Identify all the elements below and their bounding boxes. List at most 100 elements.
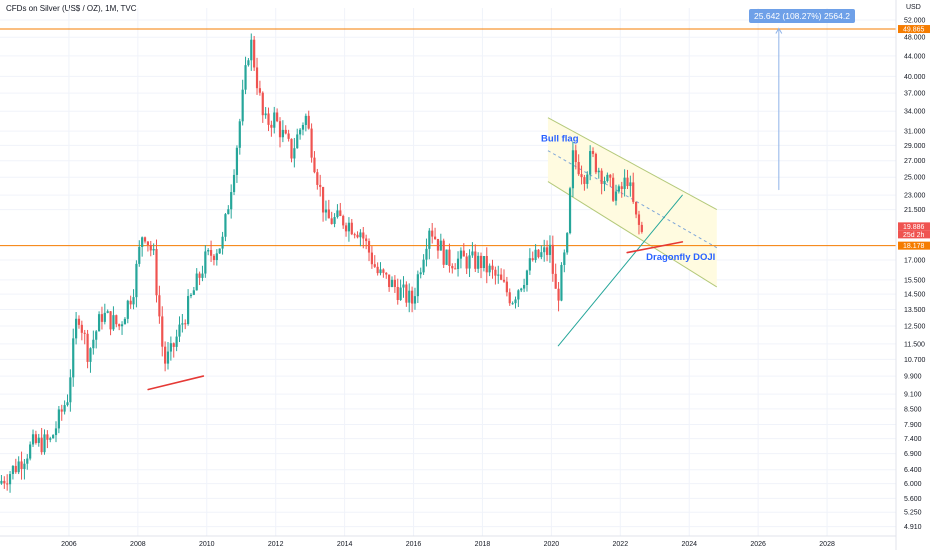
candle-body (166, 351, 170, 364)
candle-body (207, 250, 210, 252)
candle-body (594, 153, 597, 173)
x-tick-label: 2018 (475, 541, 491, 548)
candle-body (46, 434, 49, 440)
candle-body (319, 184, 322, 187)
candle-body (86, 333, 89, 362)
candle-body (138, 246, 141, 264)
candle-body (488, 265, 491, 273)
candle-body (531, 258, 534, 261)
red-trendline-2022 (626, 241, 684, 254)
candle-body (393, 279, 396, 287)
candle-body (281, 129, 284, 138)
candle-body (175, 336, 178, 347)
y-tick-label: 6.000 (904, 481, 922, 488)
y-tick-label: 8.500 (904, 406, 922, 413)
candle-body (456, 258, 460, 269)
y-tick-label: 5.600 (904, 496, 922, 503)
candle-body (324, 209, 328, 213)
candle-body (580, 174, 583, 178)
candle-body (459, 250, 463, 259)
candle-body (373, 264, 376, 267)
candle-body (548, 244, 552, 255)
candle-body (623, 177, 626, 189)
candle-body (313, 157, 316, 173)
y-tick-label: 6.900 (904, 451, 922, 458)
y-tick-label: 23.000 (904, 193, 926, 200)
candle-body (419, 272, 422, 275)
candle-body (390, 279, 394, 287)
candle-body (270, 124, 273, 128)
candle-body (215, 253, 218, 261)
candle-body (120, 324, 124, 327)
price-badge (898, 241, 930, 250)
candle-body (500, 274, 503, 280)
candle-body (614, 191, 618, 201)
price-badge (898, 230, 930, 239)
measure-arrow-head (775, 27, 783, 34)
candle-body (347, 222, 351, 232)
candle-body (77, 318, 81, 325)
candle-body (505, 281, 508, 293)
x-tick-label: 2010 (199, 541, 215, 548)
y-tick-label: 9.100 (904, 392, 922, 399)
candle-body (230, 192, 233, 210)
candle-body (365, 238, 368, 242)
candle-body (537, 249, 540, 258)
candle-body (591, 151, 595, 154)
channel-upper-line (547, 117, 718, 211)
candle-body (83, 332, 86, 334)
candle-body (204, 251, 207, 274)
candle-body (126, 300, 129, 319)
candle-body (181, 323, 184, 325)
candle-body (405, 284, 408, 303)
candle-body (26, 458, 29, 464)
candle-body (17, 461, 20, 473)
y-tick-label: 9.900 (904, 374, 922, 381)
candle-body (471, 251, 474, 256)
candle-body (195, 273, 198, 291)
candle-body (431, 230, 434, 237)
y-tick-label: 15.500 (904, 277, 926, 284)
y-tick-label: 31.000 (904, 129, 926, 136)
price-badge-label: 25d 2h (903, 232, 925, 239)
x-tick-label: 2016 (406, 541, 422, 548)
candle-body (376, 266, 379, 274)
candle-body (454, 268, 457, 270)
candle-body (299, 129, 302, 135)
candle-body (557, 288, 560, 301)
candle-body (330, 218, 333, 224)
candle-body (97, 314, 101, 332)
candle-body (523, 285, 526, 289)
candle-body (29, 444, 32, 459)
candle-body (520, 288, 523, 291)
candle-body (342, 215, 345, 226)
candle-body (304, 115, 307, 125)
measure-label-box (749, 9, 855, 23)
x-tick-label: 2014 (337, 541, 353, 548)
price-axis-unit: USD (906, 4, 921, 11)
candle-body (422, 259, 425, 273)
annotations: 25.642 (108.27%) 2564.2 Bull flag Dragonfl… (541, 9, 855, 263)
candle-body (310, 128, 313, 158)
candle-body (54, 428, 58, 436)
y-tick-label: 21.500 (904, 207, 926, 214)
candle-body (563, 252, 566, 265)
candle-body (49, 438, 52, 440)
candle-body (37, 437, 40, 443)
candle-body (40, 437, 43, 453)
candle-body (629, 182, 632, 187)
candle-body (23, 463, 26, 469)
candle-body (250, 39, 253, 61)
y-tick-label: 7.400 (904, 436, 922, 443)
candle-body (370, 252, 373, 265)
candle-body (482, 256, 485, 269)
candle-body (465, 256, 468, 269)
candle-body (402, 284, 405, 288)
y-tick-label: 52.000 (904, 18, 926, 25)
y-tick-label: 34.000 (904, 109, 926, 116)
candle-body (442, 240, 445, 265)
candle-body (606, 174, 609, 181)
x-tick-label: 2028 (819, 541, 835, 548)
